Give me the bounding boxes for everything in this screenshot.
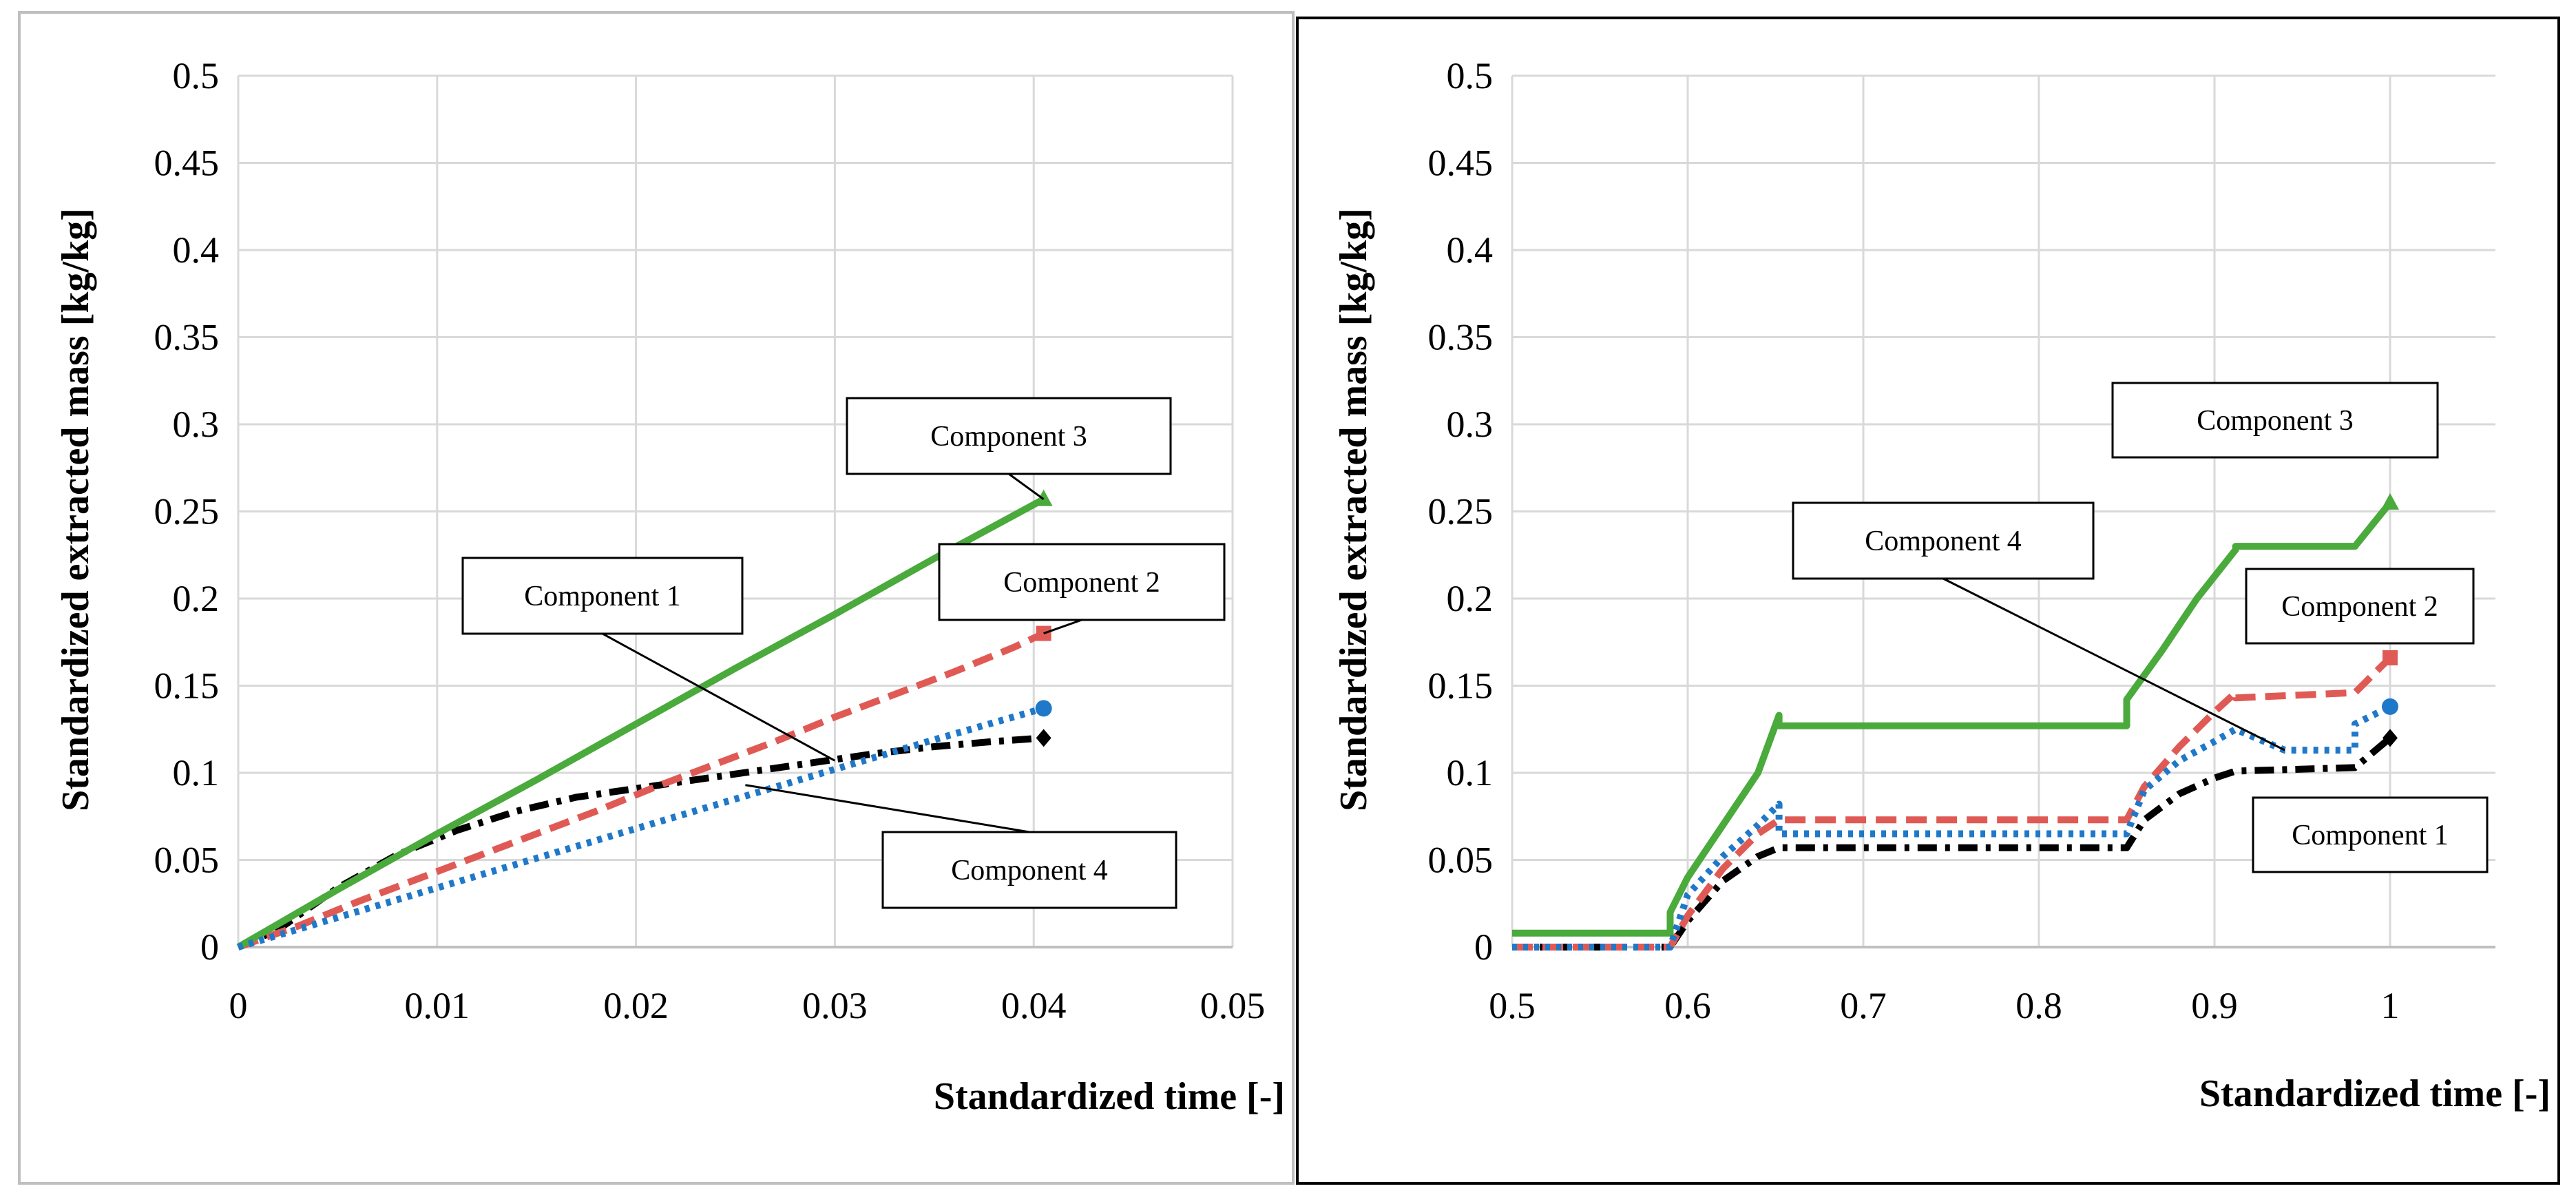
annotation-label: Component 3 xyxy=(2197,405,2354,437)
x-tick-label: 0 xyxy=(229,985,248,1026)
panel-frame-left xyxy=(18,11,1295,1185)
chart-grid xyxy=(237,74,1234,948)
x-axis-title: Standardized time [-] xyxy=(934,1075,1285,1118)
y-tick-label: 0.25 xyxy=(154,491,220,532)
y-tick-label: 0.4 xyxy=(1447,229,1494,271)
series-line-component-4 xyxy=(237,705,1045,951)
series-line-component-3 xyxy=(1512,500,2393,937)
series-marker xyxy=(1036,729,1051,747)
series-marker xyxy=(2382,698,2398,715)
x-tick-label: 0.02 xyxy=(603,985,669,1026)
y-tick-label: 0 xyxy=(1474,926,1493,968)
y-tick-label: 0.5 xyxy=(1447,55,1494,96)
y-tick-label: 0.3 xyxy=(173,404,220,445)
y-tick-label: 0.2 xyxy=(173,578,220,619)
series-marker xyxy=(2381,492,2399,510)
x-tick-label: 0.7 xyxy=(1840,985,1887,1026)
annotation-leader-line xyxy=(602,632,836,762)
annotation-label: Component 1 xyxy=(524,581,681,612)
x-tick-label: 0.8 xyxy=(2015,985,2062,1026)
y-tick-label: 0.05 xyxy=(1428,840,1494,881)
annotation-box xyxy=(1792,501,2095,580)
annotation-leader-line xyxy=(1943,577,2285,751)
x-tick-label: 0.6 xyxy=(1664,985,1711,1026)
series-line-component-2 xyxy=(237,630,1045,951)
y-tick-label: 0.1 xyxy=(173,752,220,793)
chart-ticks: 0 0.05 0.1 0.15 0.2 0.25 0.3 0.35 0.4 0.45 0.5 0 0.0… xyxy=(154,55,1266,1026)
annotation-leader-line xyxy=(745,784,1030,833)
chart-left: 0 0.05 0.1 0.15 0.2 0.25 0.3 0.35 0.4 0.45 0.5 0 0.0… xyxy=(54,55,1285,1118)
annotations: Component 3 Component 4 Component 2 Compone… xyxy=(1792,382,2489,873)
annotation-leader-line xyxy=(1043,619,1082,635)
y-tick-label: 0.15 xyxy=(1428,665,1494,707)
x-tick-label: 0.5 xyxy=(1489,985,1536,1026)
annotation-box xyxy=(881,831,1177,909)
annotation-box xyxy=(2252,796,2489,873)
y-tick-label: 0.1 xyxy=(1447,752,1494,793)
x-tick-label: 0.01 xyxy=(405,985,470,1026)
x-axis-title: Standardized time [-] xyxy=(2199,1072,2551,1115)
panel-frame-right xyxy=(1296,17,2560,1185)
x-tick-label: 0.9 xyxy=(2191,985,2238,1026)
y-axis-title: Standardized extracted mass [kg/kg] xyxy=(54,208,97,811)
annotation-box xyxy=(2245,568,2475,645)
series-line-component-1 xyxy=(1512,735,2393,951)
annotation-box xyxy=(2111,382,2439,459)
annotations: Component 3 Component 2 Component 1 Compone… xyxy=(461,397,1226,909)
y-tick-label: 0 xyxy=(200,926,219,968)
annotation-label: Component 4 xyxy=(951,855,1108,886)
x-tick-label: 0.04 xyxy=(1001,985,1067,1026)
y-tick-label: 0.35 xyxy=(1428,317,1494,358)
y-tick-label: 0.25 xyxy=(1428,491,1494,532)
chart-series-group xyxy=(1512,492,2399,951)
y-tick-label: 0.05 xyxy=(154,840,220,881)
series-marker xyxy=(1035,700,1052,717)
x-tick-label: 0.03 xyxy=(802,985,868,1026)
chart-right: 0 0.05 0.1 0.15 0.2 0.25 0.3 0.35 0.4 0.45 0.5 0.5 0… xyxy=(1332,55,2551,1115)
annotation-label: Component 2 xyxy=(2281,591,2438,623)
annotation-box xyxy=(846,397,1172,475)
annotation-label: Component 2 xyxy=(1003,567,1160,599)
series-line-component-4 xyxy=(1512,703,2392,951)
series-line-component-2 xyxy=(1512,655,2393,951)
y-tick-label: 0.4 xyxy=(173,229,220,271)
annotation-box xyxy=(938,543,1226,621)
y-tick-label: 0.45 xyxy=(1428,143,1494,184)
y-tick-label: 0.3 xyxy=(1447,404,1494,445)
y-tick-label: 0.35 xyxy=(154,317,220,358)
y-axis-title: Standardized extracted mass [kg/kg] xyxy=(1332,208,1375,811)
chart-ticks: 0 0.05 0.1 0.15 0.2 0.25 0.3 0.35 0.4 0.45 0.5 0.5 0… xyxy=(1428,55,2400,1026)
annotation-label: Component 1 xyxy=(2292,820,2449,851)
x-tick-label: 1 xyxy=(2381,985,2400,1026)
series-line-component-3 xyxy=(236,496,1045,951)
y-tick-label: 0.5 xyxy=(173,55,220,96)
x-tick-label: 0.05 xyxy=(1200,985,1266,1026)
y-tick-label: 0.15 xyxy=(154,665,220,707)
y-tick-label: 0.2 xyxy=(1447,578,1494,619)
annotation-box xyxy=(461,557,744,635)
annotation-label: Component 3 xyxy=(930,421,1087,453)
series-marker xyxy=(1034,489,1053,506)
series-marker xyxy=(2383,729,2398,747)
y-tick-label: 0.45 xyxy=(154,143,220,184)
chart-series-group xyxy=(236,489,1053,951)
annotation-leader-line xyxy=(1008,473,1045,501)
annotation-label: Component 4 xyxy=(1865,526,2022,557)
series-marker xyxy=(2383,650,2398,666)
